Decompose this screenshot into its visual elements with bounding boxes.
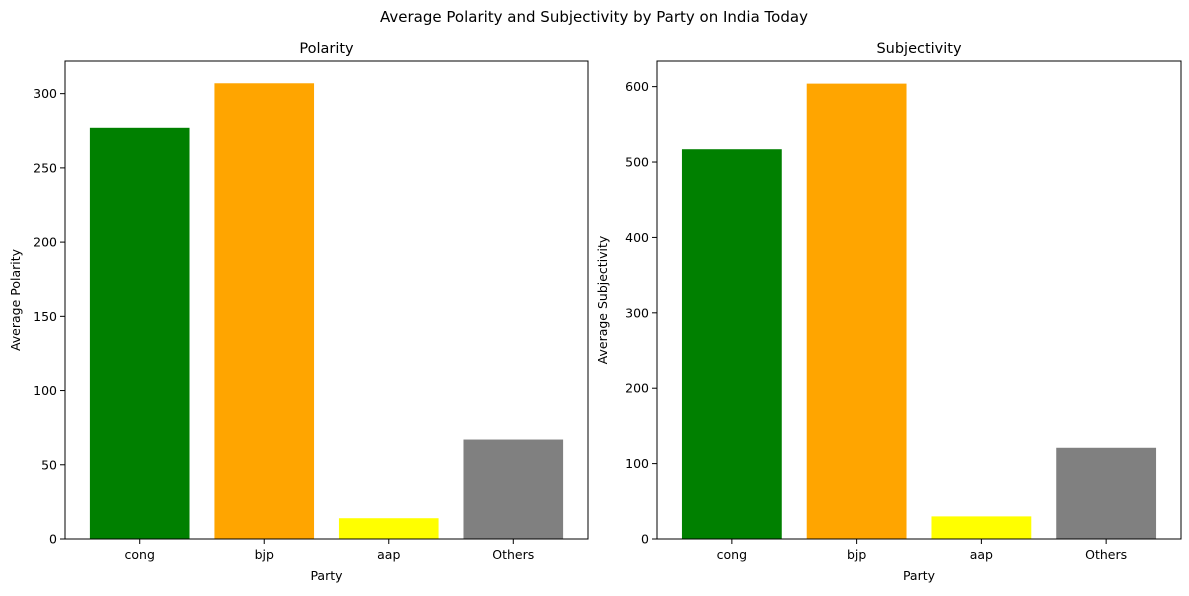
polarity-xtick-label: Others [492, 547, 534, 562]
polarity-bar-others [463, 439, 564, 539]
polarity-xlabel: Party [310, 568, 343, 583]
subjectivity-ytick-label: 200 [625, 381, 649, 396]
subjectivity-xtick-label: cong [717, 547, 747, 562]
polarity-ytick-label: 50 [41, 457, 57, 472]
polarity-xtick-label: aap [377, 547, 400, 562]
subjectivity-xtick-label: Others [1085, 547, 1127, 562]
figure-suptitle: Average Polarity and Subjectivity by Par… [380, 8, 808, 26]
polarity-chart-title: Polarity [299, 41, 354, 57]
subjectivity-axes-frame [656, 60, 1182, 540]
polarity-xtick-label: cong [125, 547, 155, 562]
subjectivity-ytick-label: 300 [625, 305, 649, 320]
polarity-axes-frame [64, 60, 589, 540]
subjectivity-ytick-label: 400 [625, 230, 649, 245]
subjectivity-ylabel: Average Subjectivity [595, 235, 610, 364]
subjectivity-bar-others [1056, 447, 1157, 539]
polarity-bar-aap [338, 518, 439, 539]
subjectivity-chart-title: Subjectivity [876, 41, 962, 57]
polarity-ytick-label: 0 [49, 532, 57, 547]
subjectivity-bar-bjp [806, 83, 907, 540]
subjectivity-ytick-label: 0 [641, 532, 649, 547]
polarity-bar-cong [89, 127, 190, 540]
subjectivity-chart: 0 100 200 300 400 500 600 cong bjp aap Others Subje… [595, 41, 1182, 583]
subjectivity-ytick-label: 600 [625, 79, 649, 94]
subjectivity-bar-cong [681, 149, 782, 539]
polarity-xtick-label: bjp [255, 547, 274, 562]
subjectivity-xtick-label: aap [970, 547, 993, 562]
polarity-ytick-label: 250 [33, 160, 57, 175]
polarity-ylabel: Average Polarity [8, 248, 23, 351]
subjectivity-xtick-label: bjp [847, 547, 866, 562]
polarity-bar-bjp [214, 83, 315, 540]
subjectivity-ytick-label: 100 [625, 456, 649, 471]
polarity-ytick-label: 300 [33, 86, 57, 101]
polarity-ytick-label: 200 [33, 235, 57, 250]
subjectivity-xlabel: Party [903, 568, 936, 583]
polarity-ytick-label: 100 [33, 383, 57, 398]
subjectivity-bar-aap [931, 516, 1032, 539]
polarity-chart: 0 50 100 150 200 250 300 cong bjp aap Others Polari… [8, 41, 589, 583]
subjectivity-ytick-label: 500 [625, 155, 649, 170]
polarity-ytick-label: 150 [33, 309, 57, 324]
